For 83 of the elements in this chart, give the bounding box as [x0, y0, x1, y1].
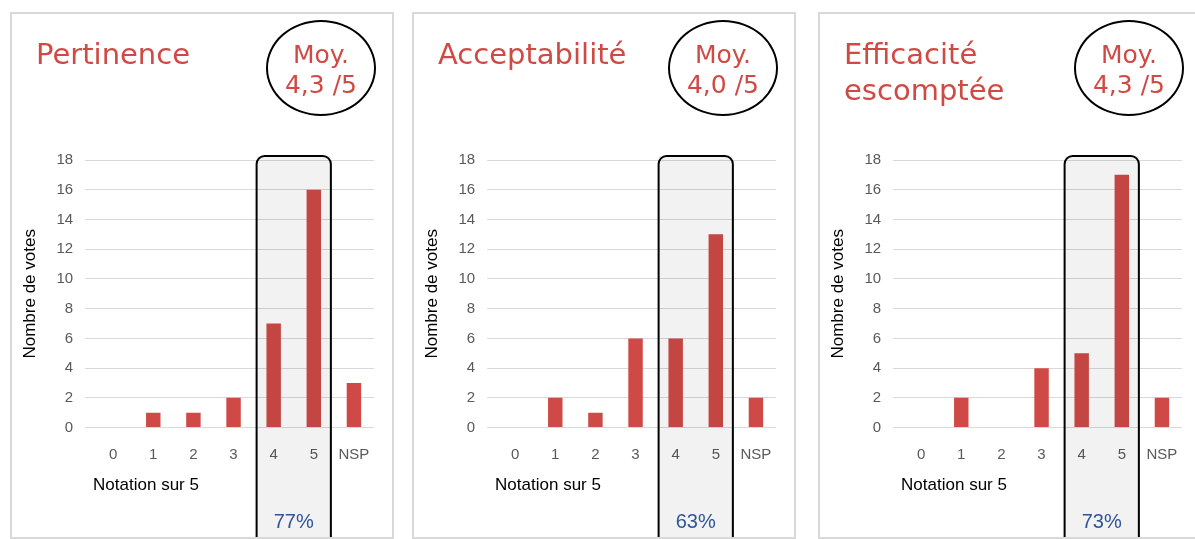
bar [954, 397, 969, 428]
x-tick-label: 5 [309, 444, 318, 462]
text: Moy. 4,0 /5 [685, 40, 760, 100]
x-tick-label: 2 [591, 444, 600, 462]
x-tick-label: 1 [957, 444, 966, 462]
x-tick-label: 0 [510, 444, 520, 462]
bar [266, 323, 281, 428]
x-tick-label: NSP [1146, 444, 1178, 462]
x-tick-label: NSP [740, 444, 772, 462]
x-tick-label: 0 [108, 444, 118, 462]
y-tick-label: 18 [56, 150, 74, 168]
y-tick-label: 6 [466, 328, 476, 346]
y-tick-label: 2 [64, 388, 74, 406]
bar [1034, 368, 1049, 428]
y-tick-label: 14 [56, 209, 74, 227]
bar [1074, 353, 1089, 428]
y-tick-label: 12 [864, 239, 882, 257]
bar [306, 189, 322, 428]
chart-title: Pertinence [36, 36, 192, 72]
y-tick-label: 0 [64, 417, 74, 435]
x-tick-label: 4 [269, 444, 278, 462]
x-tick-label: 3 [1037, 444, 1046, 462]
bar [346, 383, 362, 428]
y-tick-label: 10 [56, 269, 74, 287]
bar [708, 234, 724, 428]
y-tick-label: 18 [864, 150, 882, 168]
y-tick-label: 2 [466, 388, 476, 406]
bar [226, 397, 241, 428]
x-tick-label: NSP [338, 444, 370, 462]
y-axis-title: Nombre de votes [19, 229, 39, 359]
band-label: 63% [675, 509, 716, 532]
text: Moy. 4,3 /5 [283, 40, 358, 100]
y-tick-label: 2 [872, 388, 882, 406]
x-axis-title: Notation sur 5 [495, 475, 601, 495]
bar [1114, 174, 1130, 428]
y-tick-label: 8 [466, 298, 476, 316]
y-tick-label: 4 [466, 358, 476, 376]
bar [588, 412, 603, 428]
y-tick-label: 4 [872, 358, 882, 376]
x-tick-label: 2 [997, 444, 1006, 462]
y-tick-label: 12 [56, 239, 74, 257]
y-tick-label: 6 [872, 328, 882, 346]
x-tick-label: 4 [1077, 444, 1086, 462]
y-tick-label: 12 [458, 239, 476, 257]
chart-title: Efficacité escomptée [844, 36, 1006, 108]
y-axis-title: Nombre de votes [421, 229, 441, 359]
text: Moy. 4,3 /5 [1091, 40, 1166, 100]
y-tick-label: 0 [466, 417, 476, 435]
x-tick-label: 1 [149, 444, 158, 462]
x-tick-label: 2 [189, 444, 198, 462]
x-tick-label: 5 [711, 444, 720, 462]
x-tick-label: 3 [229, 444, 238, 462]
bar [146, 412, 161, 428]
y-tick-label: 14 [864, 209, 882, 227]
y-tick-label: 16 [864, 179, 882, 197]
y-tick-label: 14 [458, 209, 476, 227]
y-tick-label: 18 [458, 150, 476, 168]
y-tick-label: 8 [872, 298, 882, 316]
x-tick-label: 5 [1117, 444, 1126, 462]
bar [548, 397, 563, 428]
chart-title: Acceptabilité [438, 36, 628, 72]
band-label: 73% [1081, 509, 1122, 532]
y-tick-label: 10 [458, 269, 476, 287]
y-tick-label: 6 [64, 328, 74, 346]
x-tick-label: 3 [631, 444, 640, 462]
bar [628, 338, 643, 428]
y-tick-label: 8 [64, 298, 74, 316]
y-tick-label: 16 [458, 179, 476, 197]
x-axis-title: Notation sur 5 [901, 475, 1007, 495]
x-tick-label: 0 [916, 444, 926, 462]
y-tick-label: 16 [56, 179, 74, 197]
bar [1154, 397, 1170, 428]
y-tick-label: 10 [864, 269, 882, 287]
x-axis-title: Notation sur 5 [93, 475, 199, 495]
x-tick-label: 4 [671, 444, 680, 462]
bar [186, 412, 201, 428]
y-tick-label: 4 [64, 358, 74, 376]
band-label: 77% [273, 509, 314, 532]
bar [748, 397, 764, 428]
x-tick-label: 1 [551, 444, 560, 462]
y-tick-label: 0 [872, 417, 882, 435]
bar [668, 338, 683, 428]
y-axis-title: Nombre de votes [827, 229, 847, 359]
